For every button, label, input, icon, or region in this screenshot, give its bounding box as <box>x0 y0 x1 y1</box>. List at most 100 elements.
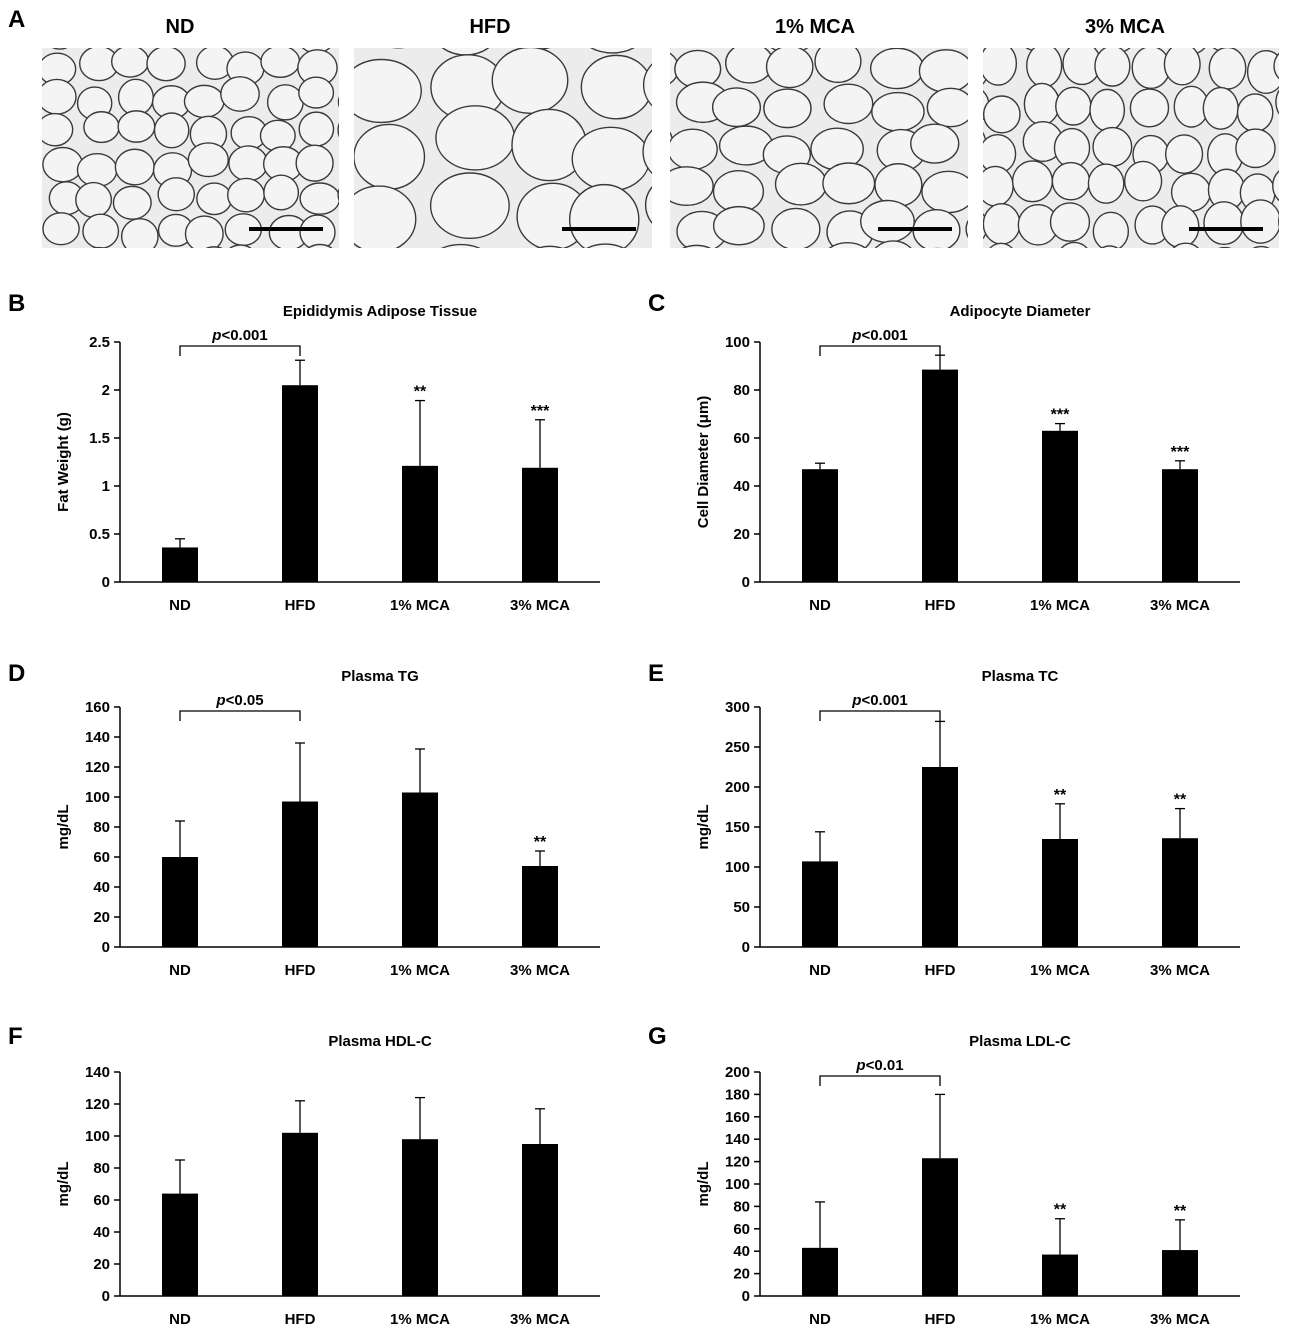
micrograph-1mca <box>670 48 968 248</box>
panel-label-f: F <box>8 1023 23 1050</box>
bar <box>402 465 438 582</box>
comparison-bracket <box>819 710 941 721</box>
y-axis-label: mg/dL <box>695 1162 712 1207</box>
y-tick-label: 2.5 <box>89 334 110 351</box>
x-tick-label: 3% MCA <box>510 1311 570 1328</box>
y-tick-label: 80 <box>93 819 110 836</box>
y-tick-label: 150 <box>725 819 750 836</box>
y-tick-label: 120 <box>725 1154 750 1171</box>
x-tick-label: 1% MCA <box>1030 597 1090 614</box>
bar <box>1162 1250 1198 1296</box>
chart-g-plasma-ldl: Plasma LDL-C mg/dL 0 20 40 60 80 100 120 140 160 18… <box>695 1033 1240 1328</box>
y-tick-label: 50 <box>733 899 750 916</box>
panel-label-b: B <box>8 290 26 317</box>
comparison-bracket <box>819 345 941 356</box>
bar <box>1162 469 1198 582</box>
micrograph-3mca <box>983 48 1279 248</box>
x-tick-label: 3% MCA <box>1150 597 1210 614</box>
bar <box>522 467 558 582</box>
x-tick-label: 1% MCA <box>390 962 450 979</box>
bar <box>922 767 958 947</box>
x-tick-label: ND <box>169 962 191 979</box>
bar <box>1042 1254 1078 1296</box>
y-tick-label: 200 <box>725 779 750 796</box>
bar <box>922 369 958 582</box>
x-tick-label: HFD <box>925 597 956 614</box>
bar <box>522 1144 558 1296</box>
y-tick-label: 100 <box>725 859 750 876</box>
bar <box>922 1158 958 1296</box>
y-tick-label: 60 <box>733 430 750 447</box>
y-tick-label: 0 <box>102 574 110 591</box>
bar <box>1042 430 1078 582</box>
y-tick-label: 0 <box>742 574 750 591</box>
bar <box>522 866 558 947</box>
chart-b-epididymis-adipose: Epididymis Adipose Tissue Fat Weight (g) 0… <box>55 303 600 614</box>
x-tick-label: 1% MCA <box>1030 1311 1090 1328</box>
panel-label-c: C <box>648 290 666 317</box>
micrograph-3mca-image <box>983 48 1279 248</box>
significance-marker: *** <box>1051 407 1070 424</box>
y-tick-label: 180 <box>725 1086 750 1103</box>
y-tick-label: 60 <box>733 1221 750 1238</box>
y-axis-label: mg/dL <box>695 805 712 850</box>
y-tick-label: 40 <box>733 478 750 495</box>
comparison-label: p<0.01 <box>855 1057 903 1074</box>
y-tick-label: 2 <box>102 382 110 399</box>
comparison-bracket <box>819 1075 941 1086</box>
y-tick-label: 20 <box>733 1266 750 1283</box>
y-tick-label: 20 <box>93 909 110 926</box>
x-tick-label: ND <box>169 597 191 614</box>
y-tick-label: 20 <box>733 526 750 543</box>
significance-marker: *** <box>1171 444 1190 461</box>
y-tick-label: 200 <box>725 1064 750 1081</box>
comparison-bracket <box>179 710 301 721</box>
y-tick-label: 60 <box>93 849 110 866</box>
comparison-label: p<0.05 <box>215 692 263 709</box>
micro-title-3mca: 3% MCA <box>1084 16 1165 38</box>
y-tick-label: 0.5 <box>89 526 110 543</box>
micrograph-nd-image <box>42 48 339 248</box>
bar <box>402 1139 438 1296</box>
comparison-label: p<0.001 <box>851 327 907 344</box>
y-axis-label: mg/dL <box>55 1162 72 1207</box>
y-tick-label: 100 <box>725 1176 750 1193</box>
y-tick-label: 80 <box>93 1160 110 1177</box>
x-tick-label: HFD <box>925 1311 956 1328</box>
y-tick-label: 80 <box>733 1198 750 1215</box>
chart-c-adipocyte-diameter: Adipocyte Diameter Cell Diameter (μm) 0 20 4… <box>695 303 1240 614</box>
micro-title-nd: ND <box>165 16 195 38</box>
y-axis-label: mg/dL <box>55 805 72 850</box>
y-tick-label: 40 <box>93 1224 110 1241</box>
y-tick-label: 140 <box>725 1131 750 1148</box>
significance-marker: ** <box>534 834 547 851</box>
bar <box>162 547 198 582</box>
x-tick-label: ND <box>809 597 831 614</box>
panel-label-d: D <box>8 660 26 687</box>
bar <box>802 469 838 582</box>
y-tick-label: 160 <box>85 699 110 716</box>
x-tick-label: 1% MCA <box>390 1311 450 1328</box>
x-tick-label: 3% MCA <box>1150 1311 1210 1328</box>
y-tick-label: 40 <box>733 1243 750 1260</box>
y-tick-label: 0 <box>742 1288 750 1305</box>
significance-marker: ** <box>1174 1203 1187 1220</box>
y-axis-label: Cell Diameter (μm) <box>695 396 712 529</box>
y-tick-label: 160 <box>725 1109 750 1126</box>
y-tick-label: 140 <box>85 729 110 746</box>
y-tick-label: 0 <box>102 1288 110 1305</box>
y-tick-label: 80 <box>733 382 750 399</box>
chart-d-plasma-tg: Plasma TG mg/dL 0 20 40 60 80 100 120 140 160 ND HFD… <box>55 668 600 979</box>
significance-marker: ** <box>414 384 427 401</box>
bar <box>802 1247 838 1296</box>
panel-label-e: E <box>648 660 665 687</box>
bar <box>282 801 318 947</box>
panel-label-a: A <box>8 6 26 33</box>
chart-title: Plasma TG <box>341 668 419 685</box>
x-tick-label: 1% MCA <box>1030 962 1090 979</box>
y-tick-label: 0 <box>742 939 750 956</box>
panel-label-g: G <box>648 1023 667 1050</box>
chart-title: Plasma TC <box>982 668 1059 685</box>
bar <box>162 1193 198 1296</box>
x-tick-label: 3% MCA <box>510 962 570 979</box>
